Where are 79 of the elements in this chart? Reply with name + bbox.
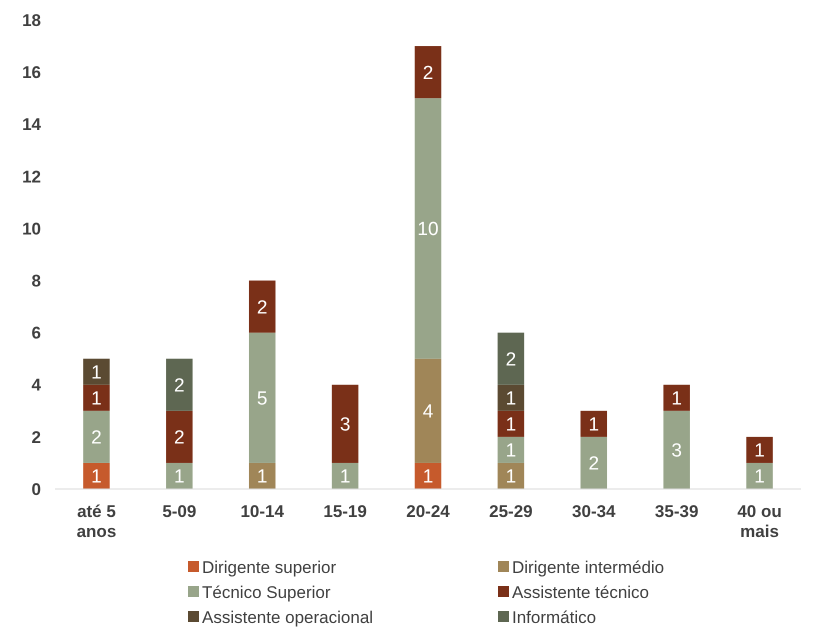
legend-label: Técnico Superior: [202, 582, 331, 602]
y-tick-label: 8: [32, 272, 41, 291]
bar: [498, 462, 524, 489]
legend-label: Assistente técnico: [512, 582, 650, 602]
y-tick-label: 12: [22, 167, 41, 186]
data-label: 1: [506, 388, 516, 410]
y-tick-label: 6: [32, 324, 41, 343]
bar: [83, 358, 110, 385]
x-tick-label: até 5 anos: [76, 502, 116, 541]
data-label: 2: [506, 349, 516, 370]
x-tick-label: 40 ou mais: [737, 502, 782, 541]
data-label: 1: [91, 388, 102, 410]
data-label: 1: [340, 466, 350, 488]
bar: [498, 436, 524, 463]
bar: [166, 358, 193, 411]
bar: [83, 462, 110, 489]
x-tick-label: 35-39: [654, 502, 698, 521]
data-label: 1: [506, 466, 516, 488]
bar: [166, 462, 193, 489]
bar: [414, 462, 442, 489]
x-tick-label: 15-19: [323, 502, 367, 521]
x-tick-label: 25-29: [489, 502, 533, 521]
data-label: 2: [422, 62, 434, 84]
y-tick-label: 10: [22, 219, 41, 238]
data-label: 1: [506, 414, 516, 436]
bar: [332, 384, 358, 463]
bar: [746, 436, 773, 463]
data-label: 1: [506, 440, 516, 462]
data-label: 1: [671, 388, 682, 410]
data-label: 1: [256, 466, 268, 488]
y-tick-label: 0: [32, 480, 41, 499]
bar: [414, 358, 442, 463]
legend-label: Dirigente intermédio: [512, 558, 664, 577]
bar: [498, 332, 524, 385]
data-label: 1: [91, 466, 102, 488]
x-tick-label: 20-24: [406, 502, 450, 521]
y-tick-label: 2: [32, 428, 41, 447]
bar: [498, 410, 524, 437]
data-label: 5: [256, 388, 268, 410]
x-tick-label: 5-09: [162, 502, 196, 521]
bar: [83, 384, 110, 411]
data-label: 3: [340, 414, 350, 436]
data-label: 2: [256, 297, 268, 318]
legend-label: Dirigente superior: [202, 558, 337, 577]
data-label: 3: [671, 440, 682, 462]
bar: [580, 436, 608, 489]
x-tick-label: 10-14: [240, 502, 285, 521]
data-label: 2: [174, 428, 185, 449]
legend-label: Informático: [512, 608, 596, 627]
bar: [746, 462, 773, 489]
data-label: 1: [754, 466, 765, 488]
bar: [248, 332, 276, 463]
bar: [248, 280, 276, 333]
bar: [83, 410, 110, 463]
bar: [166, 410, 193, 463]
y-tick-label: 18: [22, 10, 41, 30]
bar: [663, 410, 690, 489]
legend-label: Assistente operacional: [202, 608, 374, 627]
data-label: 2: [174, 375, 185, 396]
x-tick-label: 30-34: [572, 502, 616, 521]
y-tick-label: 14: [22, 115, 42, 134]
bar: [498, 384, 524, 411]
bar: [414, 46, 442, 98]
bar: [414, 98, 442, 359]
data-label: 4: [422, 401, 434, 422]
data-label: 1: [422, 466, 434, 488]
y-tick-label: 4: [32, 376, 42, 395]
bar: [248, 462, 276, 489]
y-tick-label: 16: [22, 63, 41, 82]
data-label: 1: [754, 440, 765, 462]
data-label: 2: [588, 454, 600, 475]
bar: [663, 384, 690, 411]
data-label: 1: [91, 362, 102, 384]
data-label: 10: [417, 219, 439, 240]
bar: [332, 462, 358, 489]
data-label: 1: [588, 414, 600, 436]
data-label: 1: [174, 466, 185, 488]
bar: [580, 410, 608, 437]
data-label: 2: [91, 428, 102, 449]
